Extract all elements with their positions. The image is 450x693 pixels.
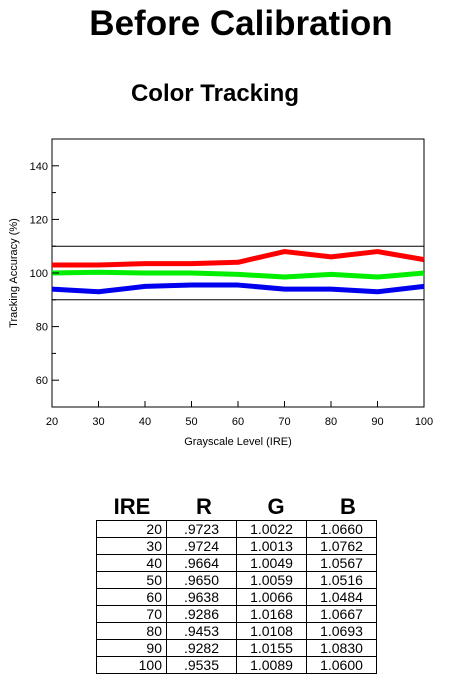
table-cell: 1.0022	[236, 520, 307, 538]
x-tick-label: 50	[185, 416, 197, 428]
table-cell: 1.0600	[306, 656, 377, 674]
table-cell: 1.0762	[306, 537, 377, 555]
series-line	[52, 249, 425, 268]
table-row: 70.9286 1.0168 1.0667	[96, 605, 377, 623]
table-cell: 50	[96, 571, 167, 589]
table-row: 50.9650 1.0059 1.0516	[96, 571, 377, 589]
table-cell: 100	[96, 656, 167, 674]
table-cell: .9664	[166, 554, 237, 572]
table-cell: 40	[96, 554, 167, 572]
header-g: G	[267, 494, 285, 519]
y-tick-label: 100	[30, 268, 48, 280]
x-tick-label: 30	[92, 416, 104, 428]
table-cell: .9282	[166, 639, 237, 657]
table-cell: .9638	[166, 588, 237, 606]
x-tick-label: 90	[371, 416, 383, 428]
table-row: 100.9535 1.0089 1.0600	[96, 656, 377, 674]
table-row: 40.9664 1.0049 1.0567	[96, 554, 377, 572]
x-tick-label: 70	[278, 416, 290, 428]
table-cell: 1.0660	[306, 520, 377, 538]
table-cell: .9535	[166, 656, 237, 674]
table-cell: 20	[96, 520, 167, 538]
x-tick-label: 100	[415, 416, 433, 428]
table-cell: 1.0667	[306, 605, 377, 623]
table-row: 30.9724 1.0013 1.0762	[96, 537, 377, 555]
table-cell: 1.0693	[306, 622, 377, 640]
header-r: R	[196, 494, 212, 519]
header-ire: IRE	[113, 494, 151, 519]
x-tick-label: 80	[325, 416, 337, 428]
x-tick-label: 40	[139, 416, 151, 428]
table-cell: .9650	[166, 571, 237, 589]
y-axis-label: Tracking Accuracy (%)	[8, 218, 20, 328]
y-tick-label: 140	[30, 161, 48, 173]
page-title: Before Calibration	[89, 4, 393, 43]
table-row: 60.9638 1.0066 1.0484	[96, 588, 377, 606]
y-tick-label: 120	[30, 214, 48, 226]
table-header: IRE R G B	[96, 494, 384, 520]
table-row: 80.9453 1.0108 1.0693	[96, 622, 377, 640]
x-axis-label: Grayscale Level (IRE)	[184, 436, 292, 448]
series-line	[51, 269, 425, 280]
table-cell: .9724	[166, 537, 237, 555]
table-cell: 70	[96, 605, 167, 623]
table-row: 20.9723 1.0022 1.0660	[96, 520, 377, 538]
table-cell: 1.0484	[306, 588, 377, 606]
y-tick-label: 60	[36, 375, 48, 387]
table-cell: 1.0066	[236, 588, 307, 606]
data-table: 20.9723 1.0022 1.0660 30.9724 1.0013 1.0762 40…	[96, 520, 377, 674]
table-cell: 1.0830	[306, 639, 377, 657]
table-cell: 60	[96, 588, 167, 606]
table-cell: 1.0516	[306, 571, 377, 589]
color-tracking-chart: 60 80 100 120 140 20 30 40 50 60 70 80 90 100 Graysc…	[8, 138, 433, 448]
header-b: B	[340, 494, 356, 519]
x-tick-label: 60	[232, 416, 244, 428]
table-row: 90.9282 1.0155 1.0830	[96, 639, 377, 657]
table-cell: 90	[96, 639, 167, 657]
table-cell: 1.0089	[236, 656, 307, 674]
table-cell: 80	[96, 622, 167, 640]
table-cell: 1.0013	[236, 537, 307, 555]
table-cell: .9286	[166, 605, 237, 623]
table-cell: 1.0059	[236, 571, 307, 589]
table-cell: .9453	[166, 622, 237, 640]
series-line	[51, 282, 425, 295]
values-table: IRE R G B 20.9723 1.0022 1.0660 30.9724 1.00…	[96, 494, 384, 674]
table-cell: 1.0567	[306, 554, 377, 572]
y-tick-label: 80	[36, 322, 48, 334]
chart-title: Color Tracking	[130, 80, 300, 107]
table-cell: 1.0155	[236, 639, 307, 657]
table-cell: 1.0049	[236, 554, 307, 572]
table-cell: 1.0168	[236, 605, 307, 623]
table-cell: .9723	[166, 520, 237, 538]
x-tick-label: 20	[46, 416, 58, 428]
table-cell: 1.0108	[236, 622, 307, 640]
table-cell: 30	[96, 537, 167, 555]
